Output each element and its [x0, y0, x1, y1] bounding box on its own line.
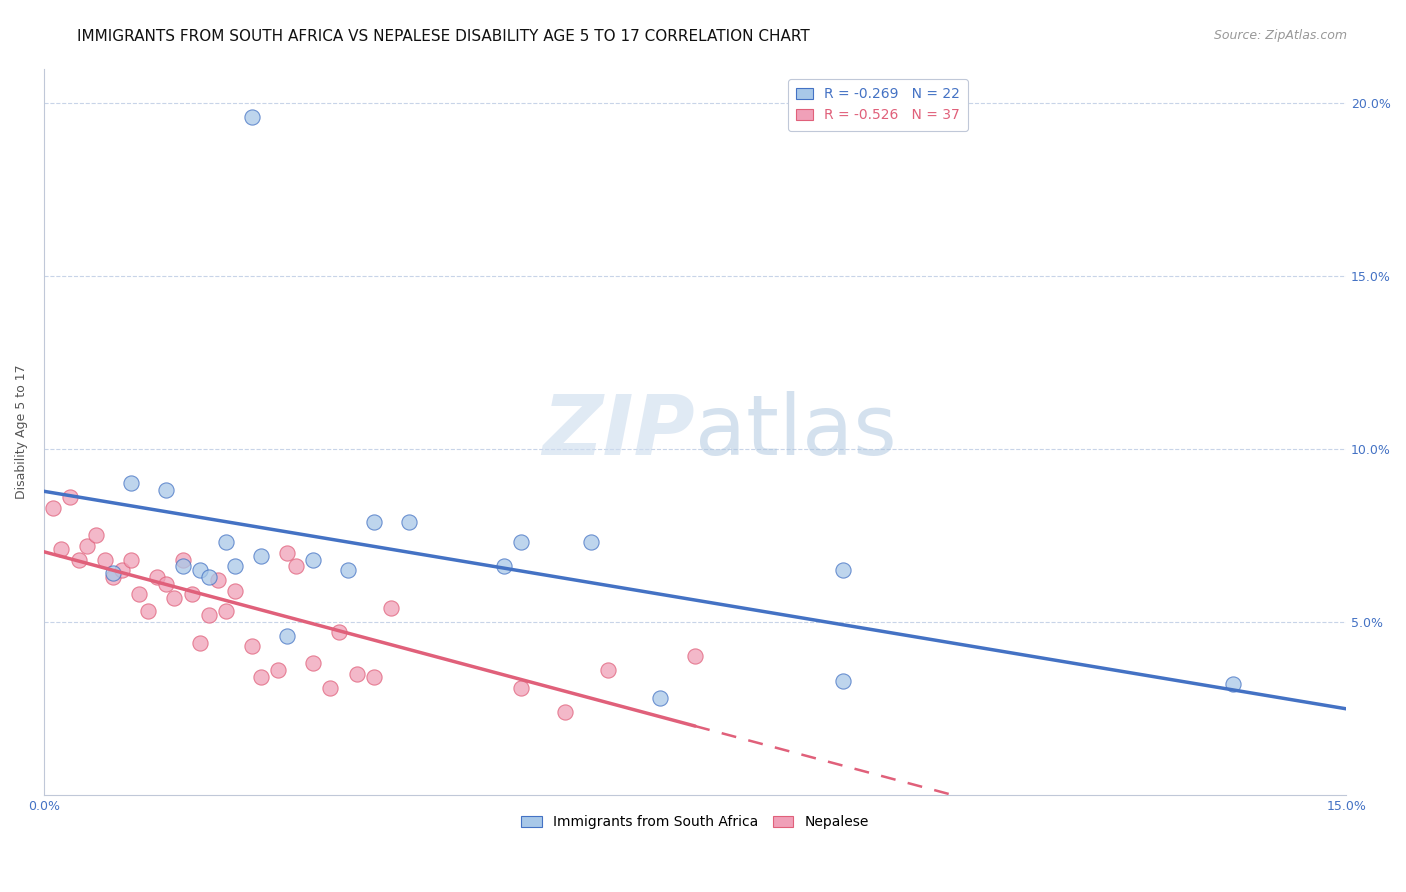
- Point: [215, 604, 238, 618]
- Point: [250, 670, 273, 684]
- Point: [59, 491, 82, 505]
- Point: [363, 670, 385, 684]
- Point: [240, 110, 263, 124]
- Point: [336, 563, 359, 577]
- Legend: Immigrants from South Africa, Nepalese: Immigrants from South Africa, Nepalese: [516, 810, 875, 835]
- Point: [650, 690, 672, 705]
- Point: [103, 570, 125, 584]
- Point: [510, 535, 533, 549]
- Point: [363, 515, 385, 529]
- Text: ZIP: ZIP: [543, 391, 695, 472]
- Point: [155, 576, 177, 591]
- Point: [120, 476, 142, 491]
- Point: [554, 705, 576, 719]
- Point: [198, 570, 221, 584]
- Point: [224, 559, 246, 574]
- Point: [380, 601, 402, 615]
- Point: [598, 663, 620, 677]
- Point: [76, 539, 98, 553]
- Point: [683, 649, 706, 664]
- Point: [146, 570, 169, 584]
- Point: [215, 535, 238, 549]
- Point: [207, 574, 229, 588]
- Point: [276, 629, 298, 643]
- Point: [188, 635, 211, 649]
- Point: [103, 566, 125, 581]
- Y-axis label: Disability Age 5 to 17: Disability Age 5 to 17: [15, 364, 28, 499]
- Point: [163, 591, 186, 605]
- Point: [128, 587, 150, 601]
- Point: [831, 563, 853, 577]
- Point: [267, 663, 290, 677]
- Point: [302, 657, 325, 671]
- Point: [51, 542, 73, 557]
- Point: [276, 546, 298, 560]
- Point: [284, 559, 307, 574]
- Point: [136, 604, 159, 618]
- Point: [180, 587, 202, 601]
- Point: [120, 552, 142, 566]
- Point: [41, 500, 63, 515]
- Point: [93, 552, 115, 566]
- Point: [198, 607, 221, 622]
- Point: [172, 552, 194, 566]
- Point: [328, 625, 350, 640]
- Point: [319, 681, 342, 695]
- Point: [510, 681, 533, 695]
- Point: [84, 528, 107, 542]
- Point: [579, 535, 602, 549]
- Point: [250, 549, 273, 563]
- Point: [188, 563, 211, 577]
- Text: IMMIGRANTS FROM SOUTH AFRICA VS NEPALESE DISABILITY AGE 5 TO 17 CORRELATION CHAR: IMMIGRANTS FROM SOUTH AFRICA VS NEPALESE…: [77, 29, 810, 44]
- Point: [67, 552, 90, 566]
- Text: atlas: atlas: [695, 391, 897, 472]
- Point: [302, 552, 325, 566]
- Point: [111, 563, 134, 577]
- Point: [494, 559, 516, 574]
- Point: [398, 515, 420, 529]
- Point: [1222, 677, 1244, 691]
- Point: [155, 483, 177, 498]
- Text: Source: ZipAtlas.com: Source: ZipAtlas.com: [1213, 29, 1347, 42]
- Point: [346, 666, 368, 681]
- Point: [240, 639, 263, 653]
- Point: [172, 559, 194, 574]
- Point: [831, 673, 853, 688]
- Point: [224, 583, 246, 598]
